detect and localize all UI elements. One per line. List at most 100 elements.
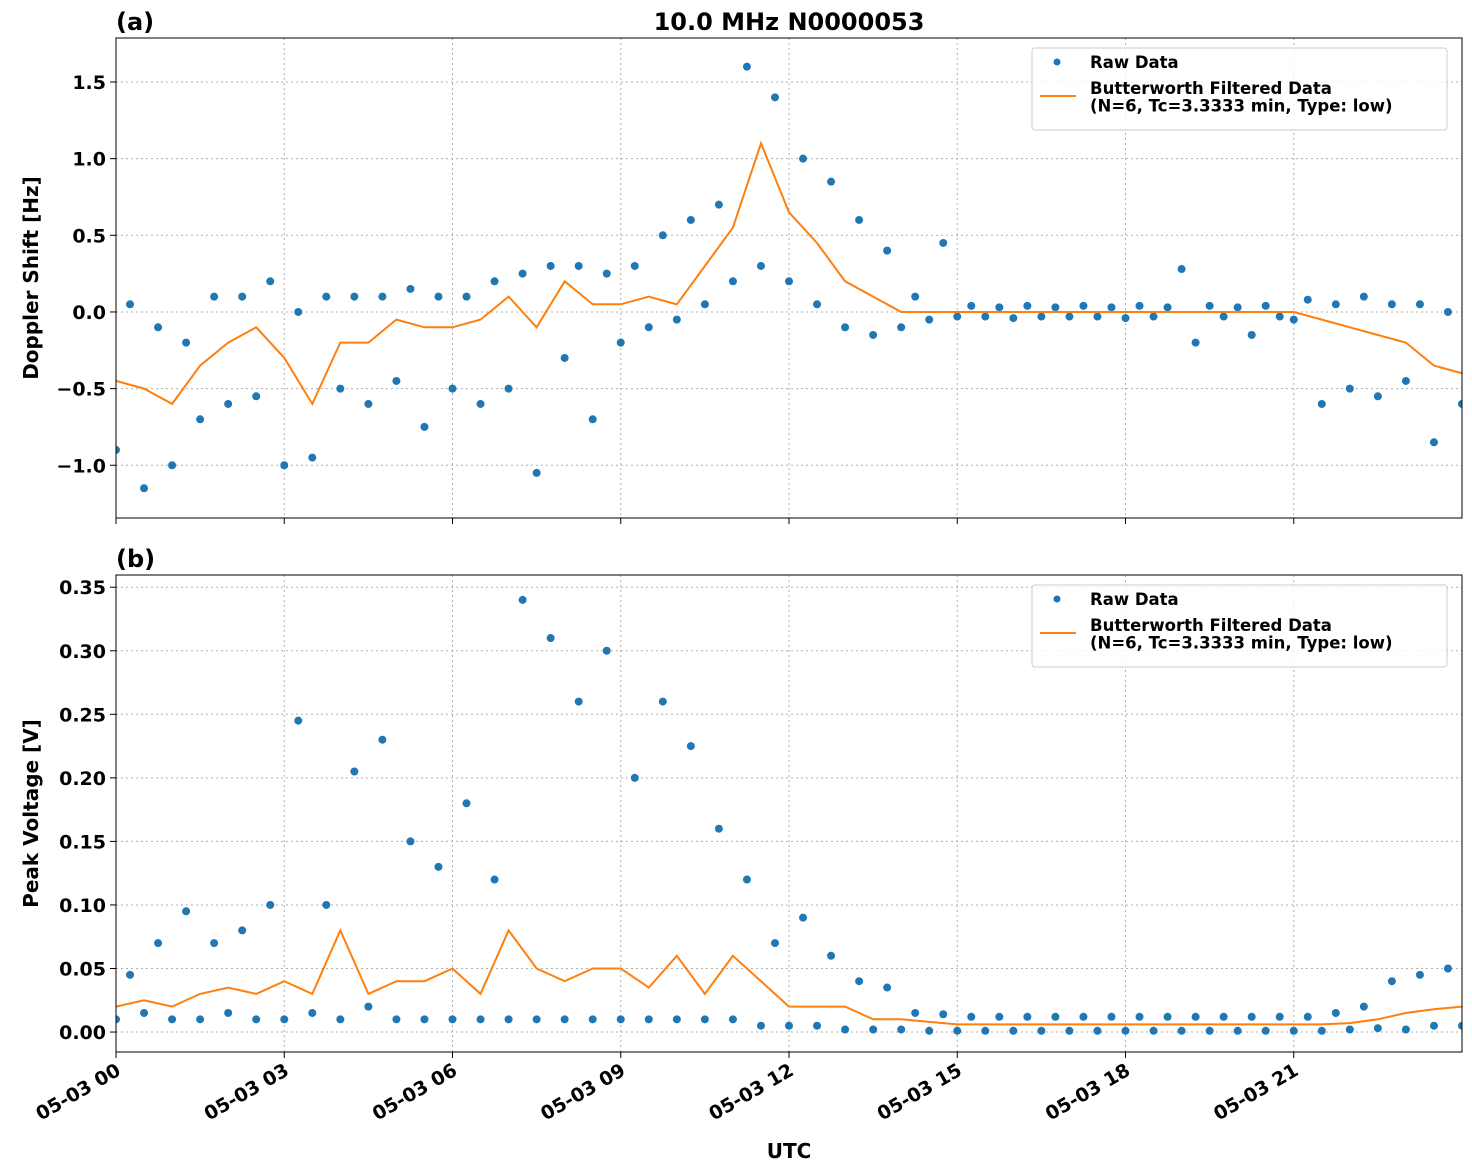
x-tick-label: 05-03 03 [200,1059,292,1125]
y-tick-label: 0.30 [59,641,106,663]
y-tick-label: 0.15 [59,831,106,853]
raw-point [560,1015,569,1024]
raw-point [462,292,471,301]
raw-point [967,301,976,310]
raw-point [1458,1021,1462,1030]
raw-point [1051,1012,1060,1021]
raw-point [1373,1024,1382,1033]
raw-point [406,837,415,846]
raw-point [616,1015,625,1024]
raw-point [1079,1012,1088,1021]
raw-point [1079,301,1088,310]
raw-point [182,907,191,916]
raw-point [925,315,934,324]
raw-point [1233,1026,1242,1035]
raw-point [116,445,120,454]
axes-frame [115,574,1463,1053]
raw-point [1345,1025,1354,1034]
y-tick-label: 0.20 [59,768,106,790]
raw-point [1163,1012,1172,1021]
raw-point [1359,292,1368,301]
raw-point [658,231,667,240]
raw-point [434,292,443,301]
raw-point [434,862,443,871]
raw-point [742,875,751,884]
raw-point [1191,1012,1200,1021]
raw-point [995,1012,1004,1021]
raw-point [827,177,836,186]
raw-point [350,292,359,301]
raw-point [546,261,555,270]
raw-point [742,62,751,71]
raw-point [616,338,625,347]
raw-point [1093,312,1102,321]
x-tick-label: 05-03 21 [1210,1059,1302,1125]
raw-point [266,900,275,909]
raw-point [116,1015,120,1024]
x-tick-label: 05-03 09 [537,1059,629,1125]
raw-point [1023,301,1032,310]
raw-point [644,323,653,332]
raw-point [490,277,499,286]
raw-point [799,154,808,163]
raw-point [630,773,639,782]
raw-point [672,1015,681,1024]
raw-point [644,1015,653,1024]
y-tick-label: 0.25 [59,704,106,726]
raw-point [280,1015,289,1024]
y-tick-label: 0.05 [59,958,106,980]
raw-point [448,1015,457,1024]
raw-point [1443,307,1452,316]
raw-point [1387,300,1396,309]
raw-point [532,1015,541,1024]
raw-point [1247,1012,1256,1021]
y-tick-label: 0.5 [72,225,106,247]
legend-box [1031,47,1448,131]
raw-point [1177,1026,1186,1035]
raw-point [392,376,401,385]
raw-point [841,323,850,332]
raw-point [546,634,555,643]
y-tick-label: 0.00 [59,1022,106,1044]
legend-label: Butterworth Filtered Data (N=6, Tc=3.3333… [1090,616,1393,652]
raw-point [1345,384,1354,393]
raw-point [224,1008,233,1017]
raw-point [154,939,163,948]
raw-point [686,742,695,751]
raw-point [1331,300,1340,309]
raw-point [1401,376,1410,385]
raw-point [883,246,892,255]
raw-point [1401,1025,1410,1034]
legend-box [1031,584,1448,668]
raw-point [785,277,793,286]
raw-point [224,399,233,408]
raw-point [953,1026,962,1035]
raw-point [785,1021,793,1030]
raw-point [897,1025,906,1034]
raw-point [1247,330,1256,339]
x-tick-label: 05-03 12 [705,1059,797,1125]
raw-point [294,716,303,725]
raw-point [714,824,723,833]
raw-point [504,1015,513,1024]
raw-point [182,338,191,347]
y-tick-label: −0.5 [56,379,106,401]
x-tick-label: 05-03 00 [32,1059,124,1125]
raw-point [953,312,962,321]
raw-point [1163,303,1172,312]
raw-point [490,875,499,884]
legend-label: Raw Data [1090,53,1179,72]
raw-point [855,977,864,986]
raw-point [1303,295,1312,304]
panel-label: (a) [116,8,154,36]
raw-point [1149,1026,1158,1035]
raw-point [266,277,275,286]
raw-point [126,970,135,979]
raw-point [686,215,695,224]
raw-point [476,1015,485,1024]
raw-point [308,1008,317,1017]
raw-point [574,261,583,270]
raw-point [714,200,723,209]
raw-point [336,1015,345,1024]
raw-point [210,939,219,948]
